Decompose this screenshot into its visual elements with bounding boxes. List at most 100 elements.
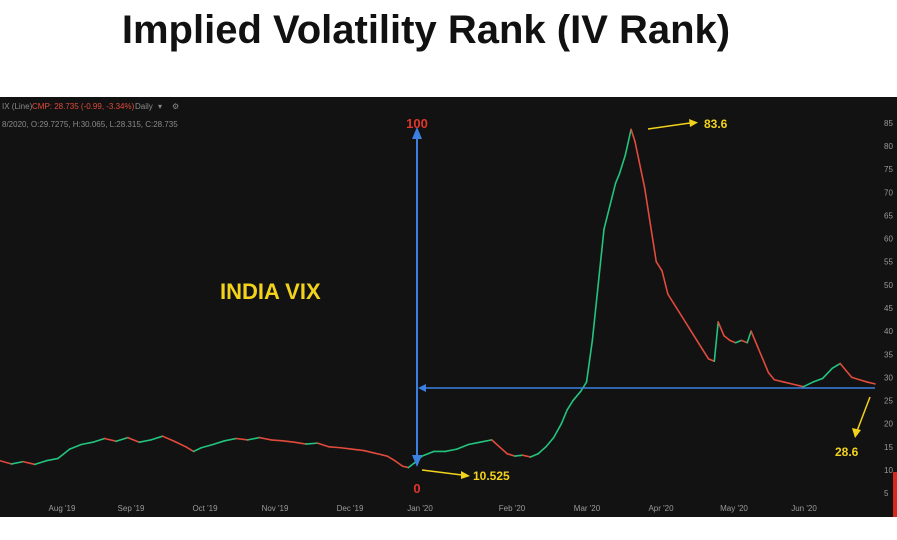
- chart-panel: IX (Line) CMP: 28.735 (-0.99, -3.34%) Da…: [0, 97, 897, 517]
- series-segment: [115, 436, 129, 443]
- series-segment: [866, 381, 876, 385]
- series-segment: [845, 369, 853, 379]
- series-segment: [750, 330, 758, 346]
- series-segment: [339, 446, 354, 450]
- series-segment: [649, 223, 658, 263]
- series-segment: [173, 440, 187, 448]
- arrow-down-icon: [412, 455, 422, 467]
- x-tick-label: Feb '20: [499, 504, 526, 513]
- y-tick-label: 70: [884, 188, 893, 197]
- series-segment: [386, 455, 396, 462]
- header-cmp: CMP: 28.735 (-0.99, -3.34%): [32, 102, 135, 111]
- y-tick-label: 75: [884, 165, 893, 174]
- scale-top-label: 100: [406, 116, 428, 131]
- series-segment: [328, 446, 342, 449]
- series-segment: [723, 334, 731, 342]
- series-segment: [0, 459, 13, 465]
- arrow-down-icon: [852, 428, 861, 438]
- series-segment: [767, 371, 776, 381]
- series-segment: [572, 390, 582, 402]
- series-segment: [192, 446, 203, 453]
- series-segment: [270, 439, 284, 442]
- series-segment: [444, 448, 458, 453]
- x-tick-label: Aug '19: [49, 504, 76, 513]
- series-segment: [850, 376, 861, 381]
- y-tick-label: 60: [884, 235, 893, 244]
- slide-title: Implied Volatility Rank (IV Rank): [121, 8, 731, 52]
- current-pointer-line: [856, 396, 871, 432]
- arrow-right-icon: [461, 471, 470, 479]
- series-segment: [858, 378, 869, 383]
- x-axis: Aug '19 Sep '19 Oct '19 Nov '19 Dec '19 Jan '…: [49, 504, 818, 513]
- series-segment: [258, 436, 272, 441]
- series-segment: [734, 339, 743, 344]
- series-segment: [638, 159, 646, 189]
- series-label: INDIA VIX: [220, 279, 321, 304]
- series-segment: [68, 443, 83, 450]
- x-tick-label: Sep '19: [118, 504, 145, 513]
- series-segment: [713, 321, 719, 363]
- series-segment: [293, 441, 307, 445]
- y-axis: 5 10 15 20 25 30 35 40 45 50 55 60 65 70 75 80 85: [884, 119, 893, 498]
- series-segment: [506, 452, 516, 457]
- x-tick-label: Mar '20: [574, 504, 601, 513]
- high-pointer-line: [647, 122, 691, 130]
- arrow-up-icon: [412, 127, 422, 139]
- series-segment: [552, 422, 563, 439]
- series-segment: [407, 462, 416, 469]
- arrow-left-icon: [418, 384, 426, 392]
- y-tick-label: 5: [884, 489, 889, 498]
- chevron-down-icon[interactable]: ▾: [158, 102, 162, 111]
- series-segment: [92, 437, 106, 444]
- series-segment: [839, 362, 847, 372]
- series-segment: [223, 437, 237, 442]
- series-segment: [537, 446, 547, 455]
- high-value-label: 83.6: [704, 117, 728, 131]
- series-segment: [363, 449, 377, 455]
- series-segment: [57, 448, 71, 460]
- y-tick-label: 50: [884, 281, 893, 290]
- series-segment: [690, 330, 698, 342]
- y-tick-label: 55: [884, 258, 893, 267]
- series-segment: [608, 182, 617, 207]
- series-segment: [624, 128, 632, 157]
- series-segment: [821, 367, 834, 380]
- series-segment: [655, 260, 663, 272]
- series-segment: [643, 186, 652, 226]
- series-segment: [783, 381, 795, 386]
- series-segment: [305, 442, 319, 445]
- y-tick-label: 30: [884, 373, 893, 382]
- series-segment: [150, 435, 164, 441]
- chart-svg: IX (Line) CMP: 28.735 (-0.99, -3.34%) Da…: [0, 102, 897, 517]
- series-segment: [514, 454, 524, 457]
- series-segment: [22, 460, 36, 466]
- x-tick-label: Jan '20: [407, 504, 433, 513]
- series-segment: [246, 436, 261, 441]
- series-segment: [746, 330, 752, 344]
- gear-icon[interactable]: ⚙: [172, 102, 179, 111]
- series-segment: [161, 435, 176, 443]
- series-segment: [479, 439, 493, 444]
- series-segment: [761, 358, 770, 374]
- arrow-right-icon: [689, 119, 698, 127]
- y-tick-label: 10: [884, 466, 893, 475]
- series-segment: [456, 443, 470, 450]
- series-segment: [103, 437, 117, 443]
- series-segment: [467, 441, 481, 446]
- current-value-label: 28.6: [835, 445, 859, 459]
- header-ohlc: 8/2020, O:29.7275, H:30.065, L:28.315, C…: [2, 120, 178, 129]
- series-segment: [401, 465, 410, 469]
- series-segment: [126, 436, 141, 444]
- x-tick-label: Jun '20: [791, 504, 817, 513]
- series-segment: [10, 460, 25, 465]
- series-segment: [591, 284, 599, 342]
- y-tick-label: 45: [884, 304, 893, 313]
- y-tick-label: 85: [884, 119, 893, 128]
- series-segment: [812, 377, 824, 383]
- series-segment: [394, 459, 404, 468]
- series-segment: [235, 437, 249, 441]
- series-segment: [45, 457, 59, 462]
- series-segment: [374, 452, 388, 457]
- series-segment: [80, 441, 94, 446]
- series-segment: [696, 339, 704, 351]
